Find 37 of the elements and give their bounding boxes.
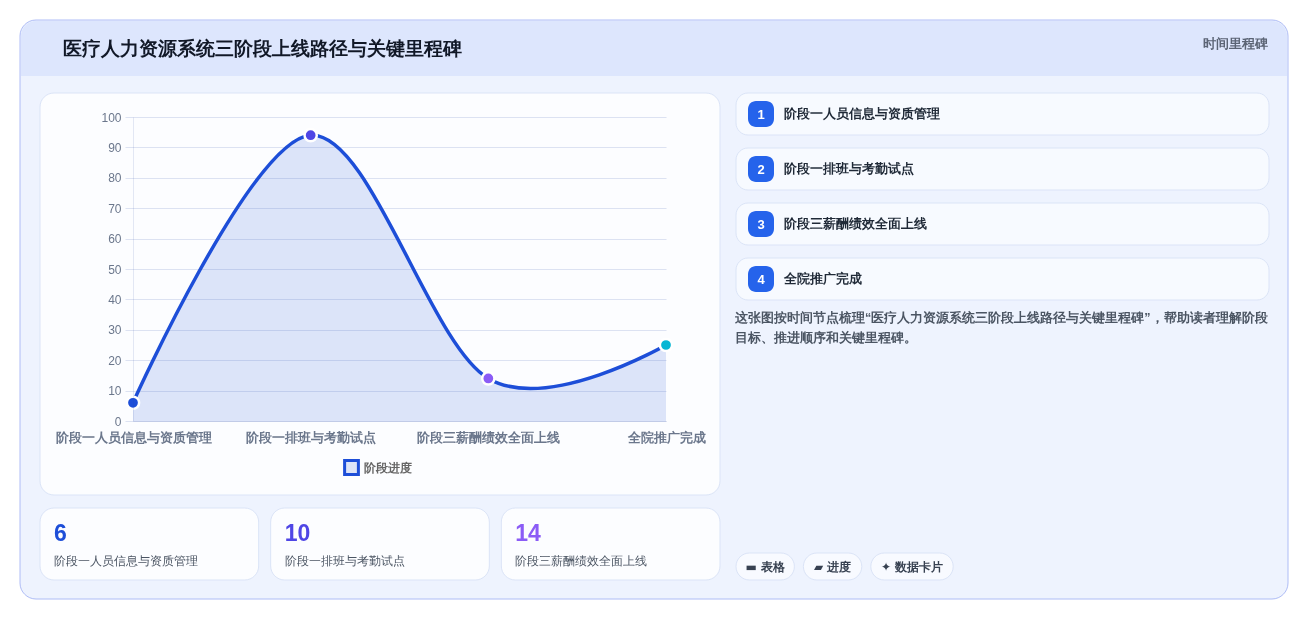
text: 6 xyxy=(54,520,67,546)
text: ▬ 表格 xyxy=(745,559,786,574)
y-tick-label: 0 xyxy=(114,414,122,429)
text: 这张图按时间节点梳理“医疗人力资源系统三阶段上线路径与关键里程碑”，帮助读者理解阶段目标、推进顺序和关键里程碑。 xyxy=(734,310,1269,345)
text: 4 xyxy=(757,271,766,287)
text: 全院推广完成 xyxy=(783,271,862,286)
text: 阶段一排班与考勤试点 xyxy=(784,161,914,176)
text: 14 xyxy=(515,520,542,546)
x-tick-label: 阶段一人员信息与资质管理 xyxy=(55,429,212,445)
y-tick-label: 30 xyxy=(108,323,122,338)
text: 3 xyxy=(757,216,765,232)
x-tick-label: 全院推广完成 xyxy=(626,429,706,445)
point xyxy=(480,371,496,386)
text: 1 xyxy=(757,106,765,122)
x-tick-label: 阶段一排班与考勤试点 xyxy=(246,429,377,445)
text: 阶段一人员信息与资质管理 xyxy=(784,106,940,121)
y-tick-label: 20 xyxy=(108,353,122,368)
text: 阶段三薪酬绩效全面上线 xyxy=(515,554,648,568)
text: 时间里程碑 xyxy=(1203,36,1268,51)
text: 阶段一人员信息与资质管理 xyxy=(54,554,198,568)
legend-label: 阶段进度 xyxy=(364,460,412,475)
y-tick-label: 50 xyxy=(108,262,122,277)
text: 阶段三薪酬绩效全面上线 xyxy=(784,216,927,231)
y-tick-label: 60 xyxy=(108,232,122,247)
x-tick-label: 阶段三薪酬绩效全面上线 xyxy=(417,429,561,445)
y-tick-label: 100 xyxy=(101,110,122,125)
y-tick-label: 40 xyxy=(108,292,122,307)
text: 2 xyxy=(757,161,765,177)
text: 10 xyxy=(284,520,311,546)
chart-title: 医疗人力资源系统三阶段上线路径与关键里程碑 xyxy=(63,38,462,59)
text: ▰ 进度 xyxy=(813,559,852,574)
text: 阶段一排班与考勤试点 xyxy=(284,554,405,568)
y-tick-label: 10 xyxy=(108,384,122,399)
y-tick-label: 80 xyxy=(108,171,122,186)
text: ✦ 数据卡片 xyxy=(880,559,944,574)
y-tick-label: 90 xyxy=(108,140,122,155)
y-tick-label: 70 xyxy=(108,201,122,216)
